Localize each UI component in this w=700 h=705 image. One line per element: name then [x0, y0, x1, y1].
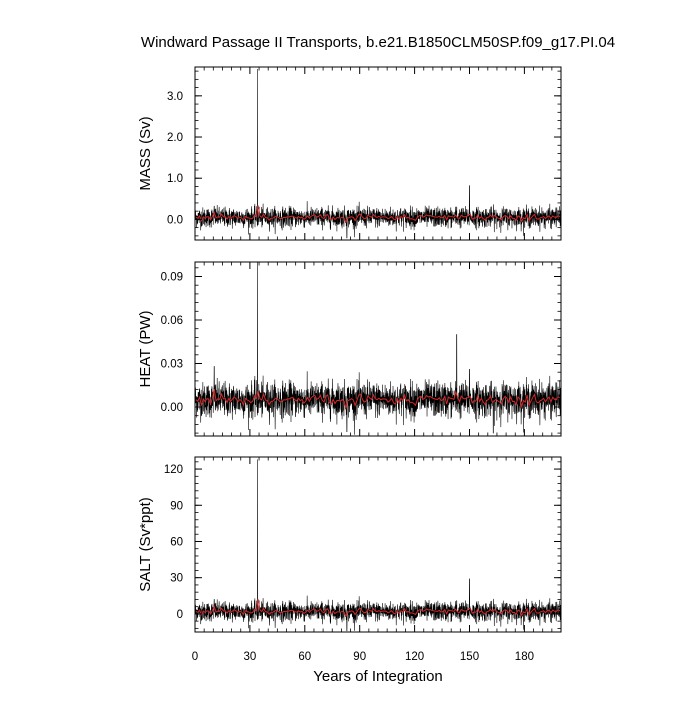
- x-tick-label: 60: [298, 651, 311, 663]
- plot-frame: [194, 261, 562, 437]
- x-tick-label: 150: [460, 651, 479, 663]
- y-axis-label: SALT (Sv*ppt): [137, 497, 154, 591]
- raw-series-line: [194, 459, 562, 632]
- x-axis-label: Years of Integration: [313, 668, 443, 685]
- y-tick-label: 0: [177, 609, 183, 621]
- raw-series-line: [194, 69, 562, 239]
- y-tick-label: 0.00: [161, 402, 183, 414]
- smoothed-series-line: [195, 599, 561, 618]
- smoothed-series-line: [195, 205, 561, 224]
- x-tick-label: 180: [515, 651, 534, 663]
- x-tick-label: 120: [405, 651, 424, 663]
- y-tick-label: 120: [164, 464, 183, 476]
- chart-title: Windward Passage II Transports, b.e21.B1…: [141, 34, 615, 51]
- x-tick-label: 90: [353, 651, 366, 663]
- y-tick-label: 0.03: [161, 359, 183, 371]
- panel-1: 0.0 1.0 2.0 3.0 MASS (Sv): [137, 66, 562, 241]
- panel-3: 0 30 60 90 120 SALT (Sv*ppt): [137, 456, 562, 633]
- y-tick-label: 2.0: [167, 132, 183, 144]
- y-tick-label: 30: [170, 573, 183, 585]
- y-tick-label: 3.0: [167, 91, 183, 103]
- y-tick-label: 60: [170, 536, 183, 548]
- y-tick-label: 0.06: [161, 315, 183, 327]
- raw-series-line: [194, 261, 562, 435]
- smoothed-series-line: [195, 388, 561, 410]
- y-axis-label: MASS (Sv): [137, 116, 154, 190]
- x-tick-label: 30: [244, 651, 257, 663]
- y-tick-label: 90: [170, 500, 183, 512]
- y-tick-label: 0.09: [161, 272, 183, 284]
- y-axis-label: HEAT (PW): [137, 311, 154, 388]
- panel-2: 0.00 0.03 0.06 0.09 HEAT (PW): [137, 261, 562, 437]
- plot-frame: [194, 456, 562, 633]
- y-tick-label: 1.0: [167, 173, 183, 185]
- y-tick-label: 0.0: [167, 214, 183, 226]
- x-tick-label: 0: [192, 651, 198, 663]
